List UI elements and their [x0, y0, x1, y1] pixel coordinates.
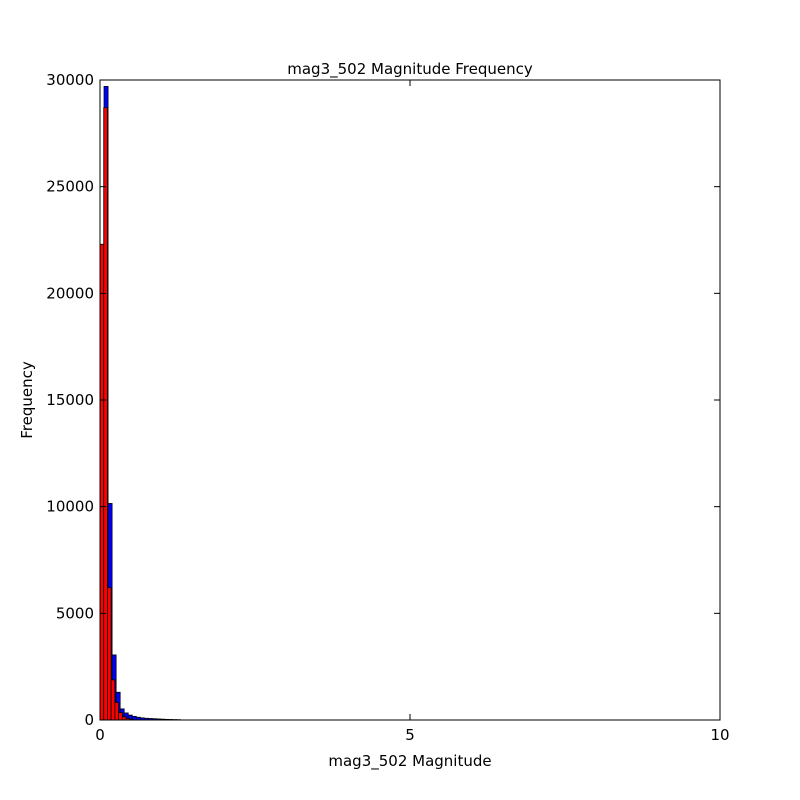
y-axis-label: Frequency — [18, 361, 36, 439]
bars-layer — [99, 86, 182, 721]
y-tick-label-4: 20000 — [46, 284, 94, 302]
histogram-bar-s1-2 — [107, 587, 112, 721]
chart-title: mag3_502 Magnitude Frequency — [287, 60, 533, 79]
y-tick-label-1: 5000 — [56, 604, 94, 622]
histogram-bar-s1-0 — [99, 243, 105, 721]
ticks-layer: 0 5 10 0 5000 10000 15000 20000 25000 30000 — [46, 71, 729, 744]
histogram-bar-s1-5 — [118, 712, 123, 721]
y-tick-label-3: 15000 — [46, 391, 94, 409]
y-tick-label-0: 0 — [84, 711, 94, 729]
x-tick-label-1: 5 — [405, 726, 415, 744]
y-tick-label-5: 25000 — [46, 178, 94, 196]
y-tick-label-6: 30000 — [46, 71, 94, 89]
histogram-bar-s1-1 — [103, 107, 108, 721]
histogram-bar-s1-4 — [114, 702, 119, 721]
x-tick-label-0: 0 — [95, 726, 105, 744]
histogram-bar-s1-3 — [110, 679, 116, 721]
plot-frame — [99, 79, 721, 721]
y-tick-label-2: 10000 — [46, 498, 94, 516]
x-axis-label: mag3_502 Magnitude — [328, 752, 491, 771]
x-tick-label-2: 10 — [710, 726, 729, 744]
